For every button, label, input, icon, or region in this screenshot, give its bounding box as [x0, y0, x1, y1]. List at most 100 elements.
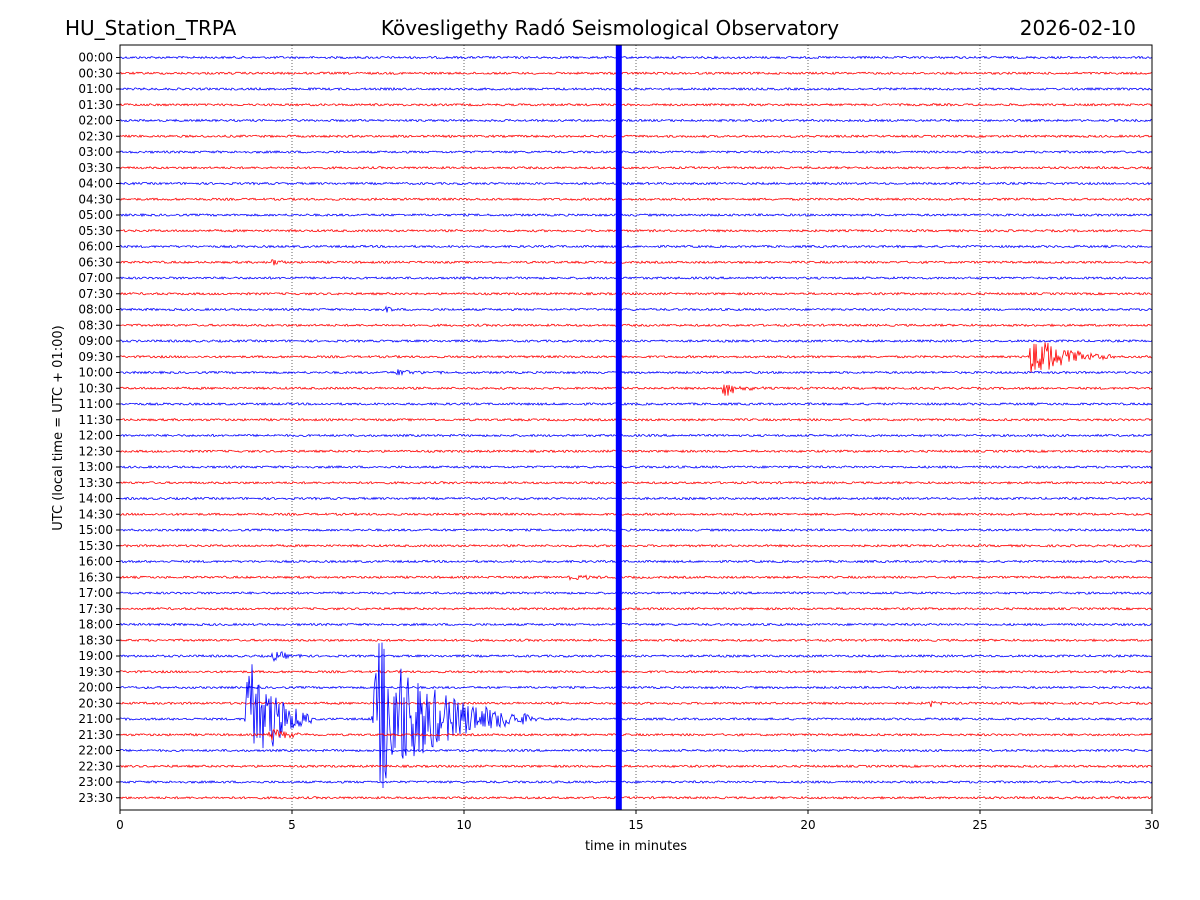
trace-1630 [119, 574, 1153, 581]
y-tick-label: 17:30 [78, 602, 113, 616]
y-tick-label: 11:00 [78, 397, 113, 411]
y-tick-label: 22:30 [78, 759, 113, 773]
trace-0000 [119, 55, 1153, 60]
y-tick-label: 05:30 [78, 224, 113, 238]
trace-1100 [119, 402, 1153, 407]
y-tick-label: 01:00 [78, 82, 113, 96]
y-tick-label: 10:00 [78, 366, 113, 380]
y-tick-label: 04:30 [78, 192, 113, 206]
trace-0130 [119, 102, 1153, 107]
y-tick-label: 03:30 [78, 161, 113, 175]
y-tick-label: 09:00 [78, 334, 113, 348]
y-tick-label: 22:00 [78, 744, 113, 758]
y-tick-label: 15:00 [78, 523, 113, 537]
trace-2200 [119, 748, 1153, 753]
trace-1000 [119, 369, 1153, 376]
trace-1230 [119, 449, 1153, 454]
trace-0100 [119, 87, 1153, 92]
calibration-band-group [615, 45, 622, 810]
y-tick-label: 17:00 [78, 586, 113, 600]
trace-0600 [119, 244, 1153, 249]
y-tick-label: 04:00 [78, 177, 113, 191]
y-tick-label: 14:00 [78, 492, 113, 506]
y-tick-label: 16:00 [78, 555, 113, 569]
x-tick-label: 5 [288, 818, 296, 832]
chart-date: 2026-02-10 [1020, 16, 1136, 40]
y-tick-label: 06:00 [78, 240, 113, 254]
y-tick-label: 06:30 [78, 255, 113, 269]
trace-1400 [119, 496, 1153, 501]
trace-0230 [119, 134, 1153, 139]
trace-2000 [119, 685, 1152, 690]
trace-0800 [119, 305, 1153, 313]
trace-0500 [119, 213, 1153, 218]
y-tick-label: 19:00 [78, 649, 113, 663]
trace-1130 [119, 417, 1152, 422]
chart-title: Kövesligethy Radó Seismological Observat… [381, 16, 839, 40]
trace-2100 [119, 642, 1153, 789]
y-tick-label: 19:30 [78, 665, 113, 679]
y-tick-label: 01:30 [78, 98, 113, 112]
y-tick-label: 12:00 [78, 429, 113, 443]
trace-0700 [119, 276, 1153, 280]
trace-1330 [119, 480, 1153, 485]
y-tick-label: 11:30 [78, 413, 113, 427]
y-tick-label: 21:00 [78, 712, 113, 726]
trace-0930 [119, 342, 1153, 373]
trace-0300 [119, 150, 1153, 154]
y-axis-label: UTC (local time = UTC + 01:00) [51, 325, 66, 530]
trace-0030 [119, 71, 1153, 76]
trace-0900 [119, 339, 1153, 343]
trace-0730 [119, 291, 1153, 296]
y-tick-label: 07:30 [78, 287, 113, 301]
y-tick-label: 18:30 [78, 633, 113, 647]
y-tick-label: 14:30 [78, 507, 113, 521]
trace-0830 [119, 323, 1153, 328]
trace-1030 [119, 384, 1153, 396]
trace-1700 [119, 591, 1153, 595]
y-tick-label: 02:00 [78, 114, 113, 128]
y-tick-label: 15:30 [78, 539, 113, 553]
trace-1430 [119, 512, 1153, 517]
y-tick-label: 00:00 [78, 51, 113, 65]
y-tick-label: 00:30 [78, 66, 113, 80]
trace-1600 [119, 559, 1153, 564]
x-tick-label: 25 [972, 818, 987, 832]
trace-2330 [119, 795, 1153, 800]
trace-1300 [119, 465, 1153, 469]
trace-1930 [119, 669, 1153, 674]
trace-1830 [119, 638, 1153, 643]
y-tick-label: 23:00 [78, 775, 113, 789]
y-tick-label: 23:30 [78, 791, 113, 805]
y-tick-label: 18:00 [78, 618, 113, 632]
y-tick-label: 12:30 [78, 444, 113, 458]
calibration-band [615, 45, 622, 810]
y-tick-label: 16:30 [78, 570, 113, 584]
y-tick-label: 20:00 [78, 681, 113, 695]
y-tick-label: 20:30 [78, 696, 113, 710]
trace-0200 [119, 118, 1153, 123]
x-tick-label: 10 [456, 818, 471, 832]
trace-1800 [119, 622, 1153, 627]
trace-1730 [119, 606, 1153, 611]
y-tick-label: 07:00 [78, 271, 113, 285]
trace-0400 [119, 181, 1153, 186]
y-tick-label: 08:30 [78, 318, 113, 332]
x-axis-ticks: 0 5 10 15 20 25 30 [116, 810, 1160, 832]
trace-2130 [119, 728, 1153, 741]
trace-group [119, 55, 1153, 800]
trace-0630 [119, 259, 1152, 266]
station-name: HU_Station_TRPA [65, 16, 237, 40]
trace-1530 [119, 543, 1153, 548]
trace-1200 [119, 433, 1153, 438]
x-axis-label: time in minutes [585, 839, 687, 854]
x-tick-label: 15 [628, 818, 643, 832]
trace-0430 [119, 197, 1153, 202]
x-tick-label: 20 [800, 818, 815, 832]
y-tick-label: 03:00 [78, 145, 113, 159]
trace-1500 [119, 528, 1153, 533]
x-tick-label: 30 [1144, 818, 1159, 832]
trace-2300 [119, 780, 1153, 784]
x-tick-label: 0 [116, 818, 124, 832]
